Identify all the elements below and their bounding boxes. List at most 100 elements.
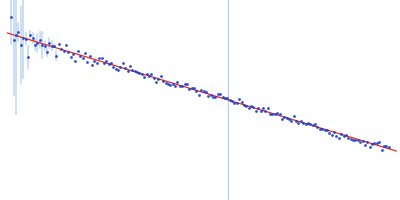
Point [386,145,392,148]
Point [231,102,238,105]
Point [74,50,81,53]
Point [348,138,354,141]
Point [198,89,204,92]
Point [328,134,335,137]
Point [106,62,112,66]
Point [355,138,361,142]
Point [34,41,41,45]
Point [41,44,48,47]
Point [18,44,24,47]
Point [77,55,83,58]
Point [307,122,314,126]
Point [362,143,368,146]
Point [340,135,347,138]
Point [117,65,124,68]
Point [252,110,259,113]
Point [326,131,332,135]
Point [39,43,45,46]
Point [158,74,164,78]
Point [229,100,235,103]
Point [317,127,323,131]
Point [350,139,356,142]
Point [250,105,256,108]
Point [200,89,207,92]
Point [210,95,216,98]
Point [378,148,385,151]
Point [8,15,14,18]
Point [186,87,192,90]
Point [219,95,226,99]
Point [60,50,67,53]
Point [331,130,337,134]
Point [79,56,86,60]
Point [63,43,69,46]
Point [127,65,133,68]
Point [312,123,318,126]
Point [13,34,19,37]
Point [160,79,166,83]
Point [196,93,202,96]
Point [177,84,183,88]
Point [91,59,98,62]
Point [336,136,342,139]
Point [269,112,276,116]
Point [144,73,150,76]
Point [298,119,304,122]
Point [357,140,363,143]
Point [136,72,143,75]
Point [84,61,90,64]
Point [162,81,169,84]
Point [48,44,55,47]
Point [286,118,292,121]
Point [293,120,299,123]
Point [56,42,62,45]
Point [246,106,252,110]
Point [333,134,340,137]
Point [165,83,171,86]
Point [53,54,60,57]
Point [30,36,36,39]
Point [148,73,154,76]
Point [155,77,162,81]
Point [262,109,268,113]
Point [279,117,285,120]
Point [179,84,186,87]
Point [324,128,330,131]
Point [139,73,145,76]
Point [248,105,254,108]
Point [174,80,181,83]
Point [212,95,219,98]
Point [25,56,31,59]
Point [46,41,52,44]
Point [255,107,261,110]
Point [234,101,240,104]
Point [281,115,288,118]
Point [241,104,247,107]
Point [108,62,114,65]
Point [338,132,344,135]
Point [68,55,74,58]
Point [15,31,22,34]
Point [188,87,195,90]
Point [310,123,316,127]
Point [257,109,264,113]
Point [89,63,95,67]
Point [120,62,126,65]
Point [70,53,76,56]
Point [94,61,100,64]
Point [141,76,148,79]
Point [374,141,380,144]
Point [44,51,50,54]
Point [343,133,349,136]
Point [274,111,280,114]
Point [345,136,352,139]
Point [267,112,273,115]
Point [366,145,373,148]
Point [226,99,233,102]
Point [260,106,266,109]
Point [37,39,43,42]
Point [321,129,328,132]
Point [224,97,230,100]
Point [295,121,302,125]
Point [181,82,188,85]
